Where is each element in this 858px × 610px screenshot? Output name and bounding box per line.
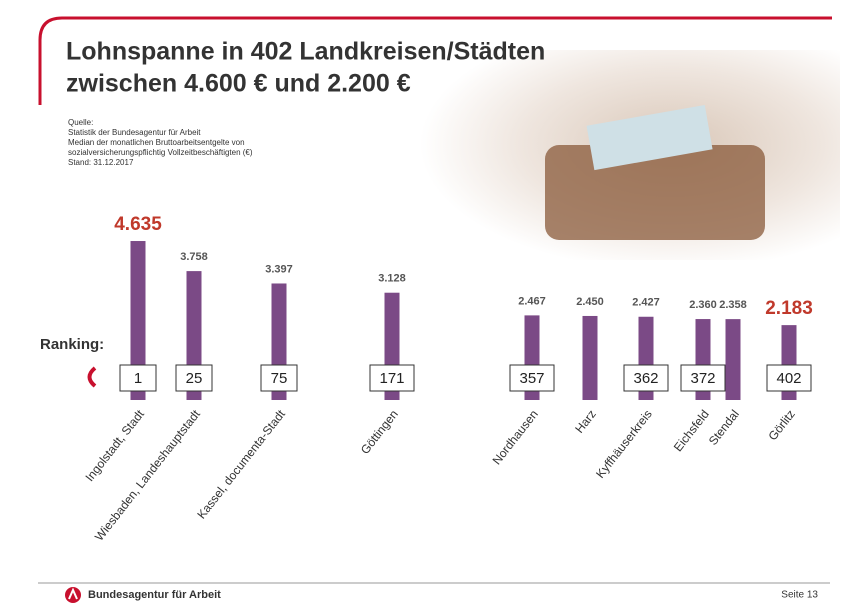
banknote (586, 104, 713, 171)
ranking-value: 171 (379, 370, 404, 387)
category-label: Stendal (706, 407, 742, 448)
value-label: 2.183 (765, 298, 813, 319)
value-label: 4.635 (114, 214, 162, 235)
ranking-value: 402 (776, 370, 801, 387)
category-label: Kassel, documenta-Stadt (194, 407, 288, 522)
bar (725, 319, 741, 400)
ranking-value: 372 (690, 370, 715, 387)
value-label: 2.450 (576, 296, 604, 308)
category-label: Nordhausen (490, 407, 541, 467)
source-line: sozialversicherungspflichtig Vollzeitbes… (68, 148, 253, 157)
category-label: Göttingen (358, 407, 401, 457)
title-line: zwischen 4.600 € und 2.200 € (66, 70, 411, 98)
ranking-value: 25 (186, 370, 203, 387)
footer-brand: Bundesagentur für Arbeit (88, 589, 221, 601)
bar (130, 241, 146, 400)
ranking-box (369, 364, 415, 392)
frame-line (38, 16, 832, 105)
source-line: Statistik der Bundesagentur für Arbeit (68, 128, 201, 137)
ranking-box (766, 364, 812, 392)
category-label: Kyffhäuserkreis (593, 407, 655, 481)
ranking-box (260, 364, 298, 392)
ranking-box (623, 364, 669, 392)
value-label: 2.360 (689, 299, 717, 311)
source-line: Quelle: (68, 118, 93, 127)
ranking-arrow (87, 366, 97, 388)
ranking-value: 357 (519, 370, 544, 387)
value-label: 3.128 (378, 273, 406, 285)
value-label: 2.358 (719, 299, 747, 311)
ranking-box (680, 364, 726, 392)
value-label: 2.467 (518, 295, 546, 307)
ranking-value: 362 (633, 370, 658, 387)
ranking-value: 75 (271, 370, 288, 387)
category-label: Wiesbaden, Landeshauptstadt (92, 407, 203, 544)
ranking-label: Ranking: (40, 336, 104, 353)
logo-mark (68, 587, 78, 600)
value-label: 2.427 (632, 297, 660, 309)
ranking-box (175, 364, 213, 392)
source-line: Median der monatlichen Bruttoarbeitsentg… (68, 138, 245, 147)
page-number: Seite 13 (781, 590, 818, 601)
title-line: Lohnspanne in 402 Landkreisen/Städten (66, 38, 545, 66)
category-label: Harz (572, 407, 599, 436)
ranking-box (509, 364, 555, 392)
source-line: Stand: 31.12.2017 (68, 158, 134, 167)
bar (582, 315, 598, 400)
ranking-box (119, 364, 157, 392)
value-label: 3.758 (180, 251, 208, 263)
category-label: Eichsfeld (671, 407, 712, 454)
category-label: Görlitz (765, 407, 797, 443)
value-label: 3.397 (265, 263, 293, 275)
ranking-value: 1 (134, 370, 142, 387)
category-label: Ingolstadt, Stadt (82, 407, 147, 484)
